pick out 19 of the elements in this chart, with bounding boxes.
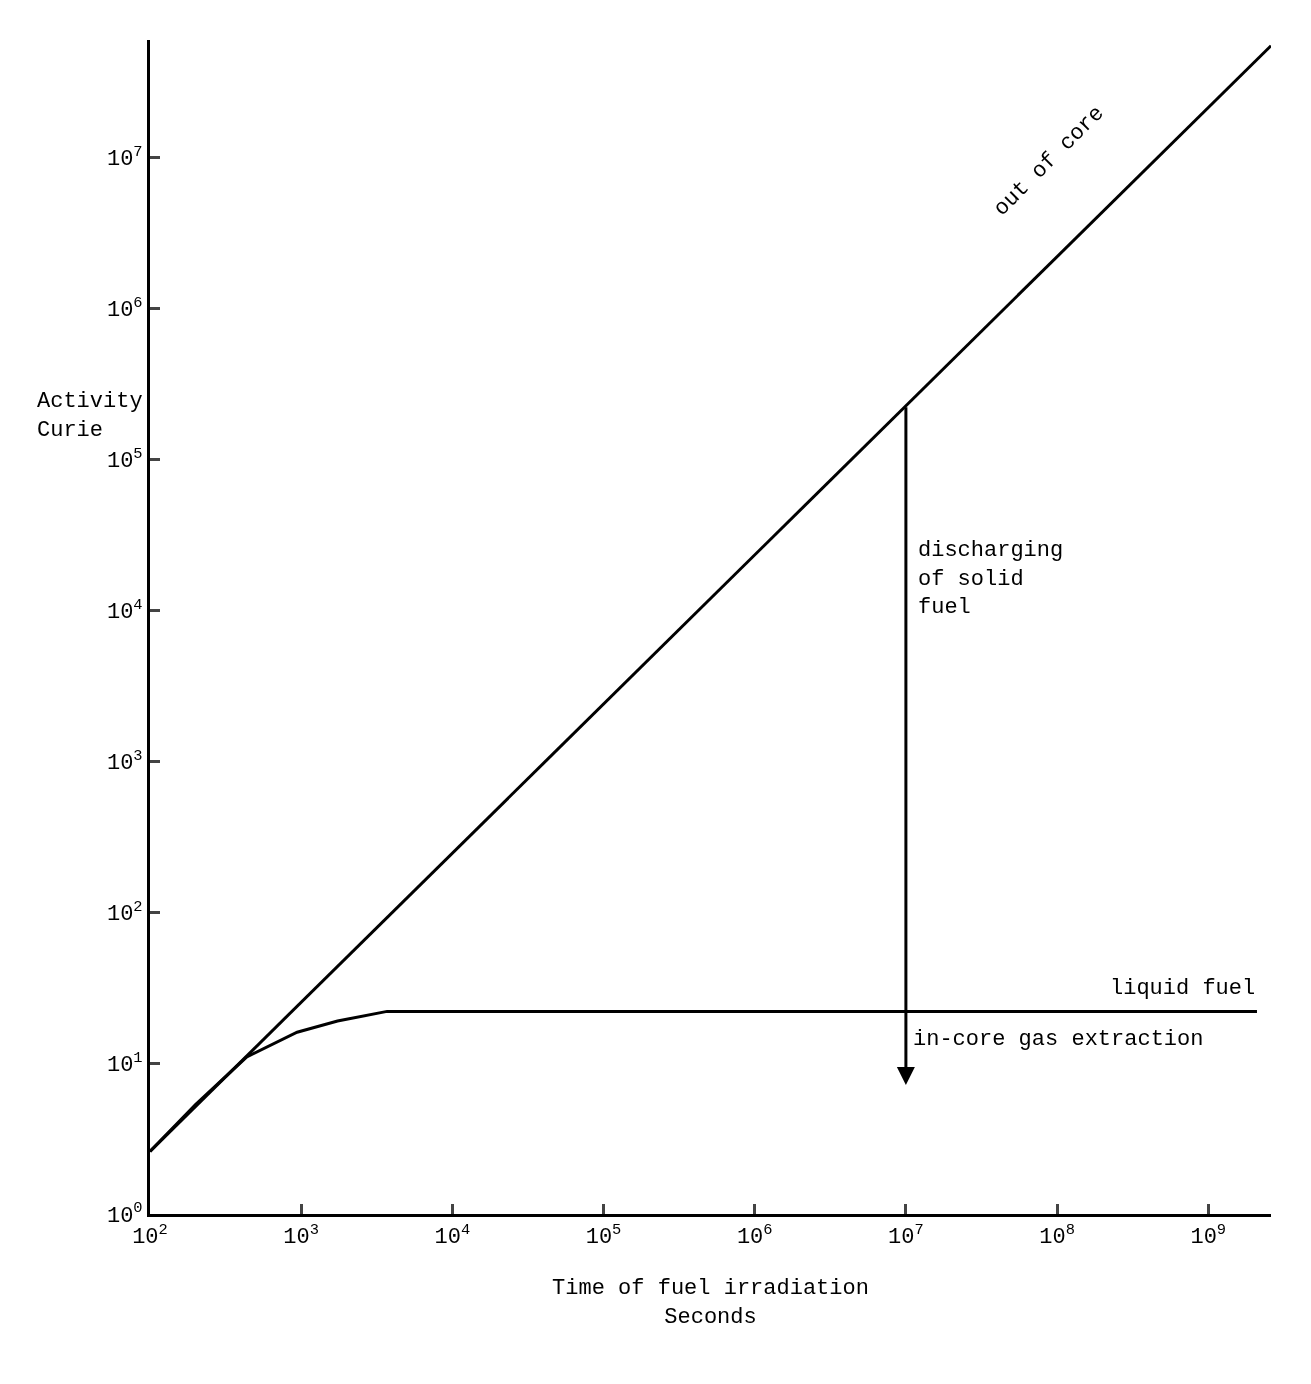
y-tick-label: 10$^{4}$ [106,595,143,625]
annotation: discharging of solid fuel [918,538,1064,621]
y-tick-label: 10$^{5}$ [106,444,143,475]
x-tick-label: 10$^{3}$ [283,1221,320,1251]
y-tick-label: 10$^{2}$ [106,897,143,927]
y-tick-label: 10$^{3}$ [106,746,143,776]
x-tick-label: 10$^{5}$ [585,1221,622,1251]
x-axis-title: Time of fuel irradiation Seconds [552,1276,869,1330]
y-axis-title: Activity Curie [37,389,143,443]
x-tick-label: 10$^{4}$ [434,1221,471,1251]
y-tick-label: 10$^{6}$ [106,293,143,324]
y-tick-label: 10$^{1}$ [106,1048,143,1078]
y-tick-label: 10$^{7}$ [106,142,143,173]
x-tick-label: 10$^{9}$ [1190,1221,1227,1251]
x-tick-label: 10$^{6}$ [736,1221,773,1251]
x-tick-label: 10$^{7}$ [888,1221,924,1251]
annotation: in-core gas extraction [913,1027,1204,1052]
x-tick-label: 10$^{8}$ [1039,1221,1075,1251]
annotation: liquid fuel [1110,976,1256,1001]
